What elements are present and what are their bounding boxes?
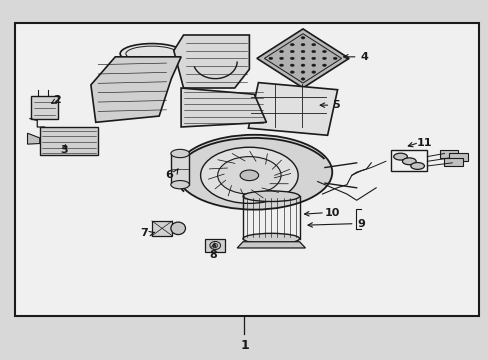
- Bar: [248, 82, 337, 135]
- Ellipse shape: [217, 157, 281, 194]
- Ellipse shape: [311, 50, 315, 53]
- Ellipse shape: [243, 233, 299, 244]
- Bar: [205, 239, 224, 252]
- Ellipse shape: [301, 44, 305, 46]
- Ellipse shape: [240, 170, 258, 181]
- Bar: [444, 158, 462, 166]
- Ellipse shape: [209, 242, 220, 249]
- Ellipse shape: [322, 50, 326, 53]
- Ellipse shape: [301, 64, 305, 67]
- Ellipse shape: [301, 78, 305, 80]
- Ellipse shape: [301, 57, 305, 60]
- Bar: [439, 150, 457, 158]
- Text: 4: 4: [359, 52, 367, 62]
- Ellipse shape: [279, 50, 283, 53]
- Text: 3: 3: [60, 145, 68, 156]
- Bar: [170, 153, 189, 185]
- Text: 5: 5: [332, 100, 339, 110]
- Ellipse shape: [120, 44, 183, 64]
- Ellipse shape: [279, 57, 283, 60]
- Polygon shape: [91, 57, 181, 122]
- Ellipse shape: [393, 153, 407, 160]
- Ellipse shape: [322, 57, 326, 60]
- Ellipse shape: [268, 57, 272, 60]
- Ellipse shape: [332, 57, 336, 60]
- Text: 7: 7: [141, 228, 148, 238]
- Ellipse shape: [290, 71, 294, 73]
- Bar: [448, 153, 467, 161]
- Ellipse shape: [410, 162, 424, 170]
- Text: 11: 11: [416, 138, 432, 148]
- Bar: [15, 23, 478, 316]
- Bar: [390, 150, 427, 171]
- Ellipse shape: [290, 50, 294, 53]
- Ellipse shape: [176, 135, 331, 210]
- Text: 10: 10: [324, 208, 339, 218]
- Polygon shape: [237, 242, 305, 248]
- Ellipse shape: [212, 244, 217, 247]
- Text: 9: 9: [357, 219, 365, 229]
- Ellipse shape: [290, 44, 294, 46]
- Polygon shape: [173, 35, 249, 88]
- Ellipse shape: [311, 44, 315, 46]
- Ellipse shape: [170, 222, 185, 235]
- Ellipse shape: [200, 147, 298, 203]
- Ellipse shape: [170, 149, 189, 158]
- Polygon shape: [264, 34, 341, 83]
- Ellipse shape: [311, 64, 315, 67]
- Text: 2: 2: [53, 95, 61, 105]
- Ellipse shape: [322, 64, 326, 67]
- Text: 6: 6: [164, 170, 172, 180]
- Ellipse shape: [301, 50, 305, 53]
- Text: 1: 1: [240, 339, 248, 352]
- Ellipse shape: [301, 37, 305, 39]
- Bar: [40, 127, 98, 155]
- Ellipse shape: [311, 57, 315, 60]
- Ellipse shape: [402, 158, 415, 165]
- Bar: [31, 96, 58, 119]
- Ellipse shape: [301, 71, 305, 73]
- Polygon shape: [27, 133, 40, 144]
- Ellipse shape: [243, 191, 299, 202]
- Polygon shape: [181, 88, 266, 127]
- Ellipse shape: [279, 64, 283, 67]
- Ellipse shape: [290, 64, 294, 67]
- Polygon shape: [256, 29, 348, 88]
- Text: 8: 8: [208, 250, 216, 260]
- Bar: [152, 221, 172, 236]
- Ellipse shape: [290, 57, 294, 60]
- Ellipse shape: [170, 180, 189, 189]
- Ellipse shape: [311, 71, 315, 73]
